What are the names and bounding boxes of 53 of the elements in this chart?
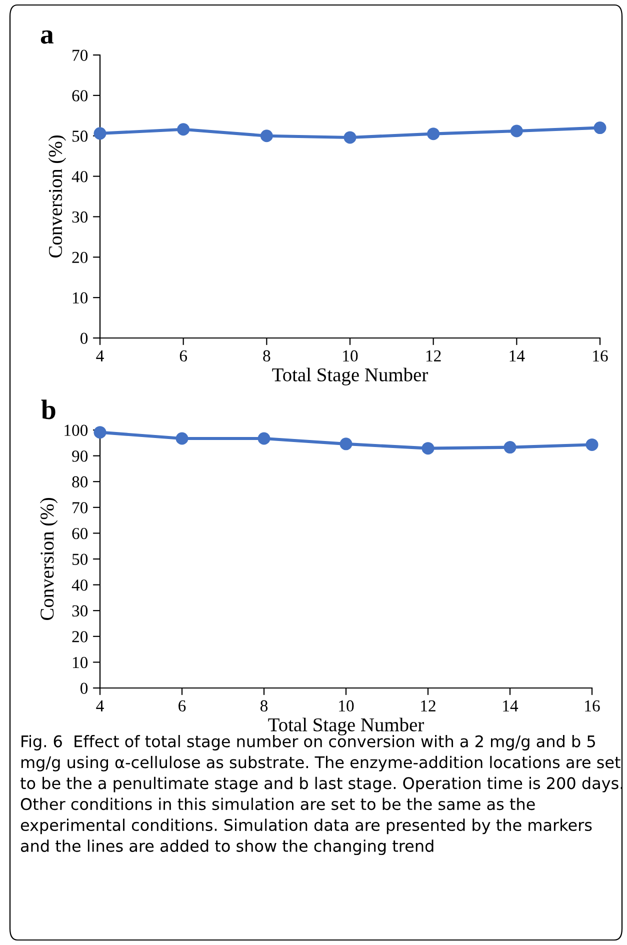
x-tick-label: 14 — [510, 350, 525, 362]
point — [260, 130, 273, 142]
y-tick-label: 0 — [80, 682, 88, 694]
y-axis-title: Conversion (%) — [40, 498, 58, 620]
x-tick-label: 12 — [426, 350, 441, 362]
x-tick-label: 10 — [339, 700, 354, 712]
chart-title: b — [41, 400, 56, 420]
x-axis-title: Total Stage Number — [268, 718, 424, 736]
y-tick-label: 70 — [72, 502, 88, 514]
point — [340, 438, 352, 450]
point — [504, 441, 516, 454]
x-tick-label: 10 — [343, 350, 358, 362]
y-tick-label: 40 — [72, 170, 88, 182]
point — [427, 128, 440, 140]
y-tick-label: 10 — [72, 656, 88, 668]
x-tick-label: 16 — [593, 350, 608, 362]
x-tick-label: 6 — [178, 700, 186, 712]
point — [344, 131, 356, 144]
y-tick-label: 50 — [72, 130, 88, 142]
y-tick-label: 50 — [72, 554, 88, 565]
x-tick-label: 6 — [180, 350, 188, 362]
point — [258, 432, 270, 445]
y-axis-title: Conversion (%) — [48, 136, 66, 258]
y-tick-label: 40 — [72, 580, 88, 591]
y-tick-label: 70 — [72, 50, 88, 61]
point — [94, 127, 106, 140]
chart-title: a — [40, 30, 54, 44]
x-tick-label: 14 — [503, 700, 518, 712]
y-tick-label: 0 — [80, 332, 88, 344]
point — [586, 438, 598, 451]
y-tick-label: 60 — [72, 90, 88, 102]
point — [594, 122, 606, 134]
x-tick-label: 8 — [263, 350, 270, 362]
x-tick-label: 8 — [260, 700, 268, 712]
x-tick-label: 16 — [585, 700, 600, 712]
x-tick-label: 4 — [96, 700, 104, 712]
y-tick-label: 100 — [64, 424, 88, 436]
y-tick-label: 20 — [72, 252, 88, 264]
point — [176, 432, 188, 445]
x-tick-label: 12 — [421, 700, 436, 712]
point — [422, 442, 434, 455]
y-tick-label: 10 — [72, 292, 88, 304]
y-tick-label: 20 — [72, 631, 88, 642]
y-tick-label: 80 — [72, 476, 88, 488]
caption: Fig. 6 Effect of total stage number on conversion with a 2 mg/g and b 5 mg/g using α-cellulose as substrate. The enzyme-addition locations are set to be the a penultimate stage and b last stage. Operation time is 200 days. Other conditions in this simulation are set to be the same as the experimental conditions. Simulation data are presented by the markers and the lines are added to show the changing trend — [20, 735, 622, 856]
point — [177, 123, 190, 136]
y-tick-label: 90 — [72, 450, 88, 462]
y-tick-label: 60 — [72, 528, 88, 540]
point — [510, 124, 523, 138]
y-tick-label: 30 — [72, 211, 88, 223]
y-tick-label: 30 — [72, 605, 88, 617]
x-tick-label: 4 — [96, 350, 104, 362]
x-axis-title: Total Stage Number — [272, 368, 428, 386]
